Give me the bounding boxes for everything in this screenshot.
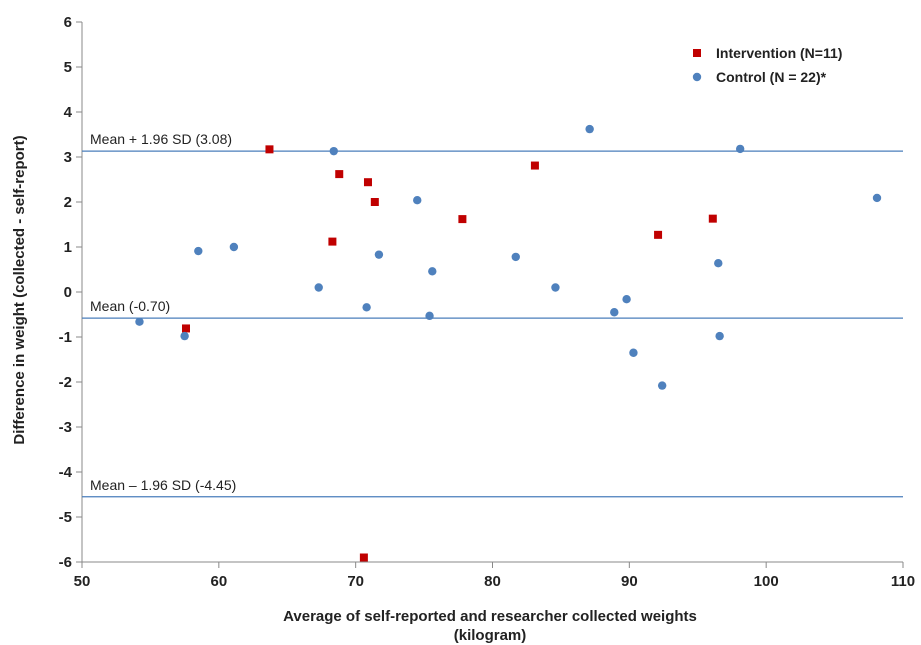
control-point [413,196,422,205]
y-tick-label: 0 [64,284,72,301]
x-tick-label: 60 [210,573,227,590]
intervention-point [370,198,379,206]
intervention-point [328,237,337,246]
control-point [511,252,520,262]
reference-line-label: Mean – 1.96 SD (-4.45) [90,477,236,493]
control-point [610,308,619,317]
intervention-point [181,324,190,333]
y-tick-label: -2 [59,374,72,391]
control-point [180,331,189,341]
x-axis-title-line1: Average of self-reported and researcher … [283,608,697,625]
control-point [362,303,371,312]
reference-line-label: Mean (-0.70) [90,298,170,314]
y-tick-label: 5 [64,59,72,76]
x-tick-label: 110 [891,573,915,590]
y-tick-label: -3 [59,419,72,436]
y-tick-label: 2 [64,194,72,211]
reference-line-label: Mean + 1.96 SD (3.08) [90,131,232,147]
x-tick-label: 70 [347,573,364,590]
legend: Intervention (N=11) Control (N = 22)* [692,45,842,85]
legend-marker-control [692,72,702,82]
control-point [229,242,239,252]
y-tick-label: -4 [59,464,73,481]
legend-marker-intervention [693,49,701,57]
control-point [714,259,723,268]
intervention-point [363,178,372,187]
y-axis-title: Difference in weight (collected - self-r… [11,135,28,444]
control-point [551,283,560,292]
control-point [194,246,203,256]
x-tick-label: 100 [754,573,779,590]
intervention-point [359,553,368,562]
intervention-point [265,145,274,154]
y-tick-label: 4 [64,104,73,121]
control-point [374,250,384,259]
legend-label: Intervention (N=11) [716,45,842,61]
intervention-point [654,230,663,239]
control-point [425,311,434,321]
control-point [585,124,594,134]
y-tick-label: 3 [64,149,72,166]
x-tick-label: 80 [484,573,501,590]
control-point [735,144,745,154]
y-tick-label: 1 [64,239,72,256]
control-point [329,146,338,156]
axes: 6 5 4 3 2 1 0 -1 -2 -3 -4 -5 -650 60 70 80 90 100 110 [59,14,915,590]
control-point [629,348,638,357]
control-point [135,317,144,326]
x-axis-title-line2: (kilogram) [454,627,527,644]
control-point [314,283,323,292]
reference-lines: Mean + 1.96 SD (3.08) Mean (-0.70) Mean – … [82,131,903,498]
intervention-point [458,215,467,224]
y-tick-label: -5 [59,509,72,526]
x-tick-label: 90 [621,573,638,590]
control-point [428,267,437,276]
intervention-point [708,214,717,223]
y-tick-label: 6 [64,14,72,31]
y-tick-label: -6 [59,554,72,571]
legend-label: Control (N = 22)* [716,69,827,85]
control-point [872,193,882,203]
intervention-point [335,170,344,179]
x-tick-label: 50 [74,573,91,590]
control-point [715,331,724,341]
control-point [622,295,631,304]
data-points [135,124,882,562]
intervention-point [530,161,539,170]
control-point [657,381,667,390]
y-tick-label: -1 [59,329,72,346]
